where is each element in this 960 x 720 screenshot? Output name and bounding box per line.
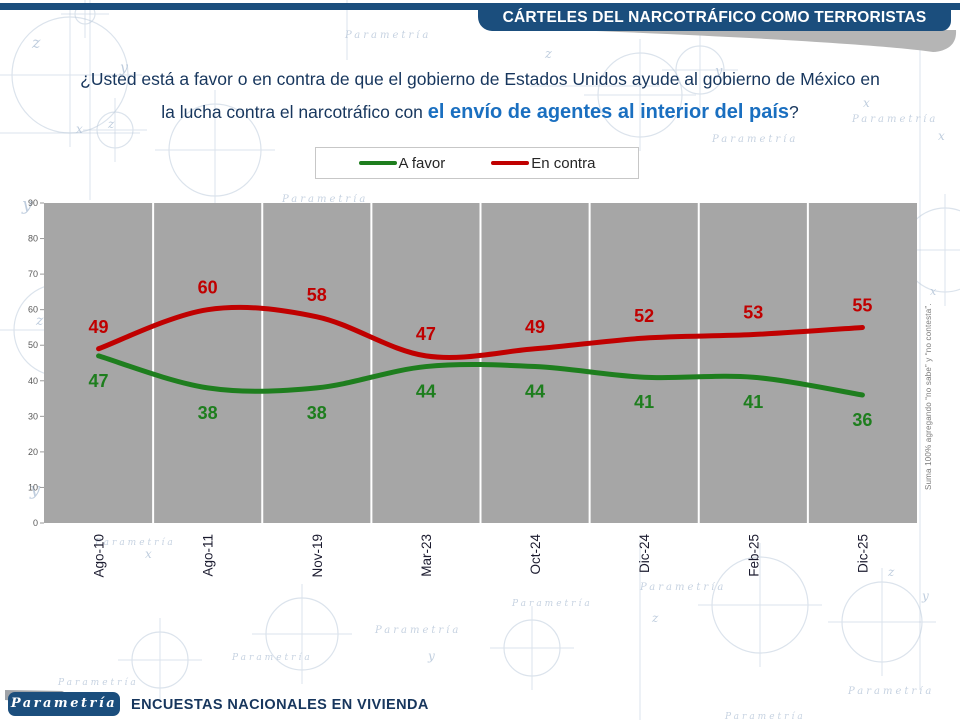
- data-label: 60: [198, 278, 218, 298]
- question-highlight: el envío de agentes al interior del país: [427, 100, 790, 123]
- watermark-letter: x: [145, 547, 152, 561]
- y-tick-label: 80: [28, 234, 38, 244]
- y-tick-label: 0: [33, 518, 38, 528]
- page-title: CÁRTELES DEL NARCOTRÁFICO COMO TERRORIST…: [478, 3, 951, 31]
- watermark-letter: y: [29, 479, 41, 500]
- watermark-word: Parametría: [851, 114, 938, 125]
- watermark-letter: z: [35, 313, 44, 329]
- data-label: 41: [634, 392, 654, 412]
- watermark-letter: y: [921, 589, 929, 603]
- data-label: 53: [743, 303, 763, 323]
- watermark-letter: y: [21, 194, 33, 215]
- watermark-word: Parametría: [231, 652, 313, 663]
- watermark-letter: y: [427, 649, 435, 663]
- watermark-letter: z: [107, 117, 115, 131]
- y-tick-label: 10: [28, 482, 38, 492]
- data-label: 47: [89, 371, 109, 391]
- parametria-logo: Parametría: [8, 692, 120, 716]
- data-label: 44: [525, 382, 545, 402]
- y-tick-label: 30: [28, 411, 38, 421]
- x-tick-label: Ago-10: [92, 534, 107, 578]
- data-label: 47: [416, 324, 436, 344]
- sketch-circle: [698, 543, 822, 667]
- sketch-circle: [584, 39, 696, 151]
- footer-text: ENCUESTAS NACIONALES EN VIVIENDA: [131, 697, 429, 713]
- data-label: 52: [634, 306, 654, 326]
- x-tick-label: Dic-24: [637, 534, 652, 574]
- data-label: 58: [307, 285, 327, 305]
- legend-item-en-contra: En contra: [491, 155, 595, 172]
- watermark-letter: y: [119, 60, 129, 76]
- watermark-word: Parametría: [639, 582, 726, 593]
- data-label: 38: [198, 403, 218, 423]
- watermark-word: Parametría: [847, 686, 934, 697]
- banner-shadow-swoosh: [570, 30, 957, 52]
- sketch-circle: [252, 584, 352, 684]
- watermark-letter: z: [651, 611, 659, 625]
- watermark-letter: x: [863, 96, 870, 110]
- x-tick-label: Ago-11: [201, 534, 216, 577]
- watermark-word: Parametría: [511, 598, 593, 609]
- data-label: 36: [852, 410, 872, 430]
- watermark-word: Parametría: [344, 30, 431, 41]
- legend-item-a-favor: A favor: [358, 154, 446, 172]
- data-label: 38: [307, 403, 327, 423]
- y-tick-label: 40: [28, 376, 38, 386]
- sketch-circle: [490, 606, 574, 690]
- data-label: 41: [743, 392, 763, 412]
- watermark-letter: z: [887, 565, 895, 579]
- data-label: 49: [525, 317, 545, 337]
- legend: A favor En contra: [315, 147, 639, 179]
- y-tick-label: 70: [28, 269, 38, 279]
- sketch-circle: [155, 90, 275, 210]
- watermark-letter: y: [714, 64, 723, 79]
- a-favor-line-swatch: [358, 161, 397, 165]
- x-tick-label: Oct-24: [528, 534, 543, 575]
- data-label: 44: [416, 382, 436, 402]
- watermark-letter: x: [938, 129, 945, 143]
- en-contra-line-swatch: [491, 161, 530, 165]
- x-tick-label: Feb-25: [746, 534, 761, 577]
- sketch-circle: [83, 98, 147, 162]
- sketch-circle: [118, 618, 202, 702]
- watermark-word: Parametría: [724, 711, 806, 720]
- question-line1: ¿Usted está a favor o en contra de que e…: [80, 69, 880, 89]
- question-line2-prefix: la lucha contra el narcotráfico con: [161, 101, 428, 122]
- data-label: 49: [89, 317, 109, 337]
- survey-question: ¿Usted está a favor o en contra de que e…: [20, 64, 940, 130]
- legend-label: A favor: [398, 154, 446, 172]
- watermark-letter: x: [76, 122, 83, 136]
- data-label: 55: [852, 295, 872, 315]
- legend-label: En contra: [531, 154, 596, 172]
- watermark-letter: z: [544, 47, 552, 62]
- x-tick-label: Dic-25: [855, 534, 870, 573]
- watermark-letter: z: [31, 33, 41, 52]
- y-tick-label: 90: [28, 198, 38, 208]
- series-line-a-favor: [96, 353, 865, 398]
- y-tick-label: 60: [28, 305, 38, 315]
- series-line-en-contra: [96, 304, 865, 360]
- sketch-circle: [662, 32, 738, 108]
- watermark-letter: x: [930, 285, 937, 298]
- watermark-word: Parametría: [281, 194, 368, 205]
- watermark-word: Parametría: [94, 537, 176, 548]
- x-tick-label: Nov-19: [310, 534, 325, 578]
- sketch-circle: [828, 568, 936, 676]
- x-tick-label: Mar-23: [419, 534, 434, 577]
- watermark-word: Parametría: [374, 625, 461, 636]
- y-tick-label: 50: [28, 340, 38, 350]
- watermark-word: Parametría: [57, 677, 139, 688]
- watermark-word: Parametría: [711, 134, 798, 145]
- question-suffix: ?: [789, 101, 799, 122]
- y-tick-label: 20: [28, 447, 38, 457]
